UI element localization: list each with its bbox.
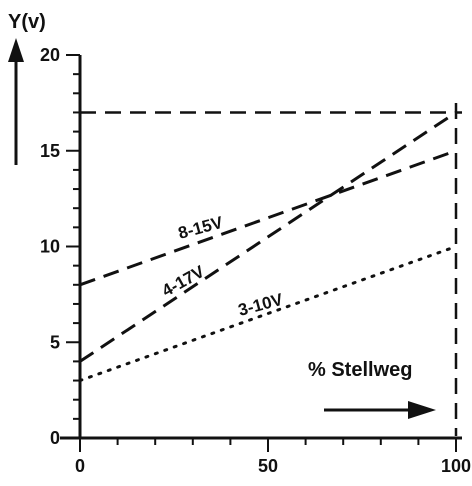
- reference-lines: [80, 103, 462, 436]
- y-axis-title: Y(v): [8, 11, 46, 33]
- y-tick-label: 15: [40, 141, 60, 161]
- y-tick-label: 20: [40, 45, 60, 65]
- x-axis-title-group: % Stellweg: [308, 359, 436, 419]
- series-lines: [78, 111, 458, 383]
- y-tick-label: 5: [50, 332, 60, 352]
- series-label-8-15v: 8-15V: [176, 213, 225, 243]
- x-tick-label: 50: [258, 456, 278, 476]
- y-tick-label: 0: [50, 428, 60, 448]
- y-tick-label: 10: [40, 237, 60, 257]
- series-line-8-15v: [79, 149, 457, 287]
- axes: 0 5 10 15 20 0 50 100: [40, 45, 471, 476]
- x-axis-title: % Stellweg: [308, 359, 412, 381]
- x-tick-label: 0: [75, 456, 85, 476]
- y-arrow-head-icon: [8, 38, 24, 62]
- x-tick-label: 100: [441, 456, 471, 476]
- series-label-4-17v: 4-17V: [159, 262, 208, 301]
- y-axis-title-group: Y(v): [8, 11, 46, 165]
- series-line-4-17v: [79, 111, 457, 363]
- series-line-3-10v: [78, 245, 458, 383]
- x-arrow-head-icon: [408, 401, 436, 419]
